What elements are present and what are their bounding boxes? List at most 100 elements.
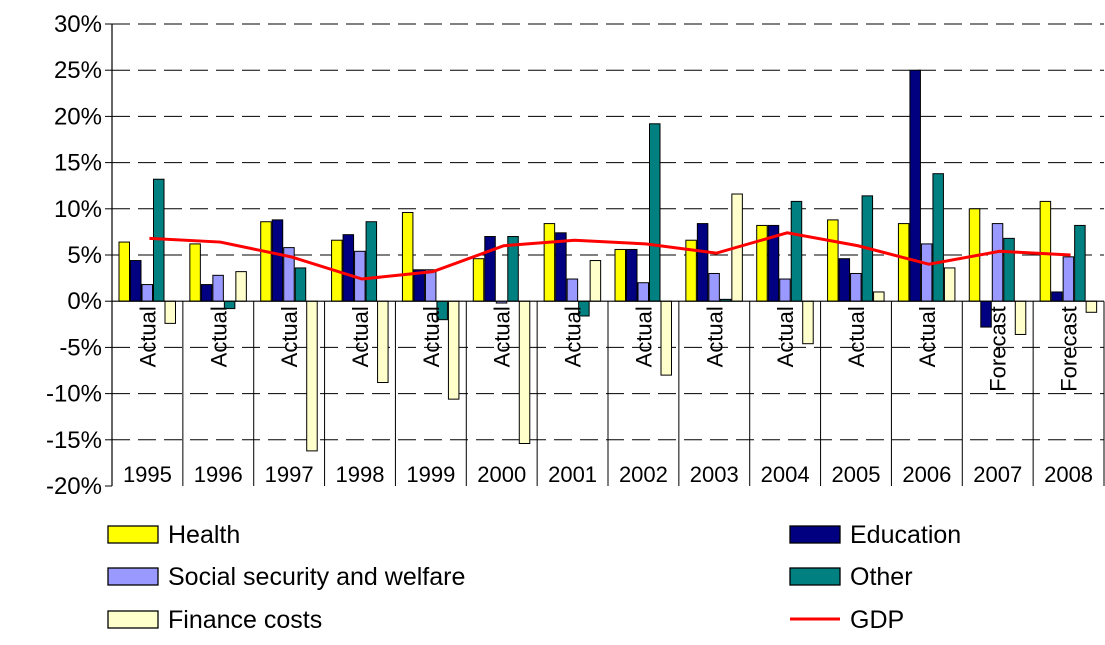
bar-finance-costs-1999 (447, 300, 460, 400)
bar-social-security-and-welfare-1995 (141, 284, 153, 302)
legend-swatch-education (789, 525, 841, 544)
status-label-2003: Actual (702, 306, 727, 367)
bar-finance-costs-1998 (377, 300, 389, 384)
bar-social-security-and-welfare-2005 (850, 272, 862, 302)
bar-health-1995 (118, 241, 130, 302)
legend-swatch-social-security-and-welfare (107, 567, 159, 586)
bar-finance-costs-2007 (1014, 300, 1027, 335)
bar-social-security-and-welfare-2008 (1062, 256, 1075, 302)
bar-health-2006 (897, 223, 910, 302)
y-tick-label: 20% (54, 103, 102, 130)
bar-education-2005 (838, 258, 851, 302)
legend-label-education: Education (850, 521, 961, 549)
bar-social-security-and-welfare-1996 (212, 274, 224, 302)
bar-finance-costs-2002 (660, 300, 672, 376)
status-labels: Actual Actual Actual Actual Actual Actual Actu… (135, 306, 1081, 392)
bar-social-security-and-welfare-2006 (920, 243, 933, 302)
x-category-label-1999: 1999 (406, 462, 455, 487)
x-category-label-2008: 2008 (1044, 462, 1093, 487)
bar-education-2006 (909, 69, 921, 302)
status-label-1997: Actual (277, 306, 302, 367)
bar-finance-costs-1995 (164, 300, 176, 324)
status-label-1999: Actual (419, 306, 444, 367)
bar-finance-costs-2006 (943, 267, 956, 302)
x-category-label-2007: 2007 (973, 462, 1022, 487)
bar-health-2000 (472, 258, 485, 302)
bar-social-security-and-welfare-2001 (566, 278, 579, 302)
category-grid (182, 301, 1105, 486)
bar-social-security-and-welfare-2003 (708, 272, 720, 302)
bar-social-security-and-welfare-2002 (637, 282, 649, 302)
bar-education-2001 (555, 232, 567, 302)
bar-other-1997 (294, 267, 307, 302)
y-tick-label: -10% (46, 381, 102, 408)
x-category-label-2001: 2001 (548, 462, 597, 487)
legend-label-gdp: GDP (850, 606, 904, 634)
bar-finance-costs-2000 (518, 300, 531, 444)
x-category-label-1998: 1998 (336, 462, 385, 487)
bar-other-1998 (365, 221, 378, 302)
bar-other-2006 (932, 173, 944, 302)
legend-swatch-health (107, 525, 159, 544)
bar-finance-costs-2005 (873, 291, 885, 302)
y-tick-label: 5% (67, 242, 102, 269)
x-category-label-2000: 2000 (477, 462, 526, 487)
bar-education-1997 (271, 219, 284, 302)
legend-label-social-security-and-welfare: Social security and welfare (168, 563, 465, 591)
bar-finance-costs-1996 (235, 271, 247, 302)
x-category-label-2002: 2002 (619, 462, 668, 487)
bar-finance-costs-2008 (1085, 300, 1098, 313)
legend-label-finance-costs: Finance costs (168, 606, 322, 634)
bar-health-2005 (827, 219, 839, 302)
status-label-2000: Actual (490, 306, 515, 367)
bar-finance-costs-2004 (802, 300, 814, 345)
bar-education-1995 (130, 260, 142, 302)
bar-health-1997 (260, 221, 272, 302)
status-label-2007: Forecast (986, 306, 1011, 392)
x-category-label-1997: 1997 (265, 462, 314, 487)
bar-education-2002 (626, 248, 638, 302)
y-tick-label: 30% (54, 11, 102, 38)
bar-other-2004 (790, 200, 803, 302)
status-label-1998: Actual (348, 306, 373, 367)
legend: Health Education Social security and welfa… (107, 521, 961, 634)
x-category-label-1996: 1996 (194, 462, 243, 487)
status-label-2004: Actual (773, 306, 798, 367)
bar-finance-costs-2001 (589, 260, 602, 302)
status-label-2006: Actual (915, 306, 940, 367)
bar-education-1996 (200, 284, 213, 302)
bar-health-2001 (543, 223, 556, 302)
status-label-2001: Actual (561, 306, 586, 367)
gdp-line (149, 231, 1071, 281)
legend-label-other: Other (850, 563, 913, 591)
bar-health-1996 (189, 243, 201, 302)
legend-label-health: Health (168, 521, 240, 549)
bar-health-2008 (1039, 200, 1052, 302)
bar-other-2008 (1074, 224, 1086, 302)
category-labels: 1995 1996 1997 1998 1999 2000 2001 2002 2003 2004… (123, 462, 1093, 487)
bar-education-2000 (484, 236, 496, 302)
x-category-label-2003: 2003 (690, 462, 739, 487)
legend-swatch-finance-costs (107, 610, 159, 629)
y-tick-label: -20% (46, 473, 102, 500)
status-label-1996: Actual (206, 306, 231, 367)
x-category-label-2005: 2005 (832, 462, 881, 487)
bar-health-1999 (401, 211, 414, 302)
x-category-label-2006: 2006 (902, 462, 951, 487)
status-label-2002: Actual (631, 306, 656, 367)
y-tick-label: 10% (54, 196, 102, 223)
bar-other-2002 (649, 123, 661, 302)
bar-finance-costs-1997 (306, 300, 318, 452)
gdp-line-path (149, 231, 1071, 281)
y-tick-label: 0% (67, 288, 102, 315)
x-category-label-2004: 2004 (761, 462, 810, 487)
x-category-label-1995: 1995 (123, 462, 172, 487)
bar-social-security-and-welfare-2007 (991, 223, 1004, 302)
bar-other-2007 (1003, 237, 1015, 302)
bar-social-security-and-welfare-1999 (424, 269, 437, 302)
legend-swatch-other (789, 567, 841, 586)
bar-health-2004 (756, 224, 768, 302)
status-label-2005: Actual (844, 306, 869, 367)
bar-education-1998 (342, 234, 355, 302)
